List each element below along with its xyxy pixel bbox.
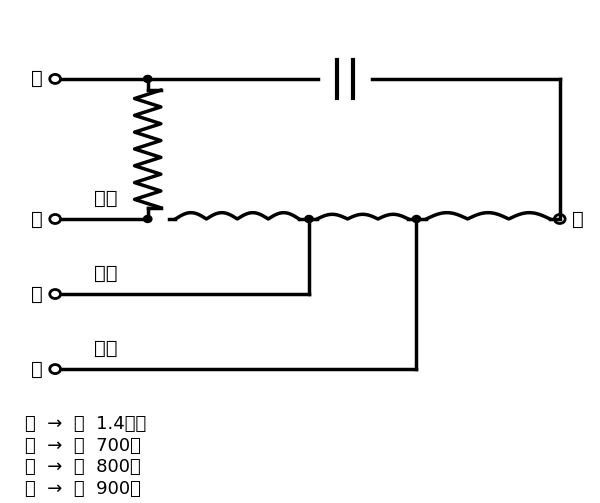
Text: 蓝: 蓝: [31, 360, 43, 379]
Circle shape: [412, 215, 421, 222]
Text: 低速: 低速: [94, 339, 118, 358]
Text: 黑: 黑: [31, 69, 43, 89]
Text: 高速: 高速: [94, 189, 118, 208]
Text: 黑  →  红  700欧: 黑 → 红 700欧: [25, 437, 141, 455]
Circle shape: [305, 215, 313, 222]
Text: 红: 红: [31, 209, 43, 228]
Circle shape: [143, 215, 152, 222]
Text: 白: 白: [31, 285, 43, 303]
Text: 黑  →  白  800欧: 黑 → 白 800欧: [25, 458, 141, 476]
Text: 中速: 中速: [94, 264, 118, 283]
Circle shape: [143, 75, 152, 82]
Text: 黄: 黄: [572, 209, 584, 228]
Text: 黑  →  蓝  900欧: 黑 → 蓝 900欧: [25, 479, 141, 497]
Text: 黑  →  黄  1.4千欧: 黑 → 黄 1.4千欧: [25, 415, 146, 433]
